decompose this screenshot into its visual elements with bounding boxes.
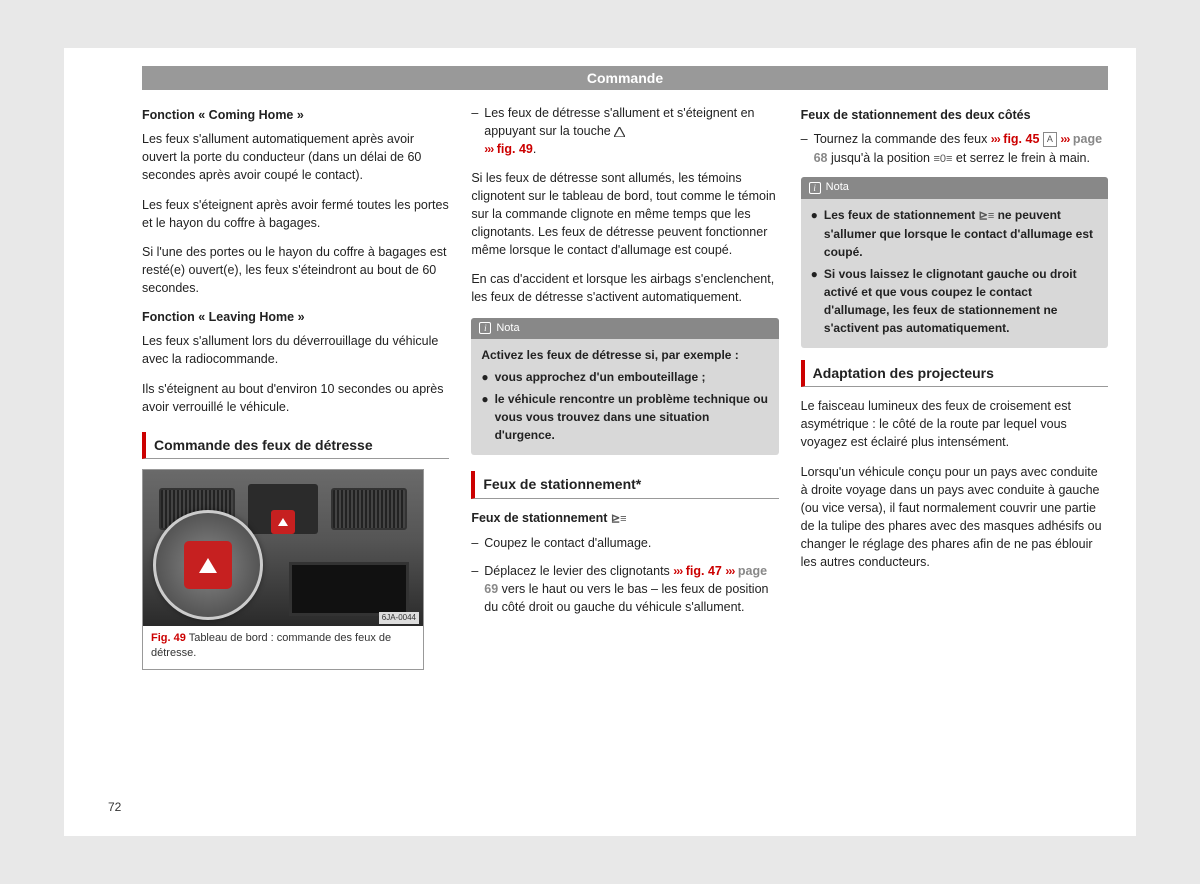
zoom-callout [153,510,263,620]
infotainment-screen [289,562,409,616]
dash-marker: – [471,104,478,159]
position-light-icon: ≡0≡ [933,153,952,165]
nota-text: Les feux de stationnement ⊵≡ ne peuvent … [824,206,1098,261]
chapter-header: Commande [142,66,1108,90]
list-item: – Déplacez le levier des clignotants ›››… [471,562,778,617]
nota-title: Nota [496,321,519,337]
list-item: – Coupez le contact d'allumage. [471,534,778,552]
nota-line: Activez les feux de détresse si, par exe… [481,346,768,364]
bullet-marker: ● [481,368,488,386]
nota-box: i Nota ● Les feux de stationnement ⊵≡ ne… [801,177,1108,347]
info-icon: i [809,182,821,194]
hazard-button-small [271,510,295,534]
list-item: – Tournez la commande des feux ››› fig. … [801,130,1108,167]
nota-bullet: ●Si vous laissez le clignotant gauche ou… [811,265,1098,337]
bullet-marker: ● [811,265,818,337]
figure-caption: Fig. 49 Tableau de bord : commande des f… [143,626,423,669]
nota-header: i Nota [801,177,1108,199]
heading-parking-lights: Feux de stationnement ⊵≡ [471,509,778,528]
cross-ref-arrows: ››› [725,564,734,578]
parking-light-icon: ⊵≡ [611,513,627,525]
list-text: Coupez le contact d'allumage. [484,534,651,552]
manual-page: Commande Fonction « Coming Home » Les fe… [64,48,1136,836]
nota-bullet: ●le véhicule rencontre un problème techn… [481,390,768,444]
hazard-button-zoomed [184,541,232,589]
list-text: Déplacez le levier des clignotants ››› f… [484,562,778,617]
nota-bullet: ● vous approchez d'un embouteillage ; [481,368,768,386]
nota-body: Activez les feux de détresse si, par exe… [471,339,778,455]
text-fragment: vers le haut ou vers le bas – les feux d… [484,582,768,614]
section-parking-lights: Feux de stationnement* [471,471,778,498]
section-headlight-adaptation: Adaptation des projecteurs [801,360,1108,387]
info-icon: i [479,322,491,334]
hazard-triangle-icon [278,518,288,526]
list-text: Les feux de détresse s'allument et s'éte… [484,104,778,159]
cross-ref-arrows: ››› [484,142,493,156]
figure-label: Fig. 49 [151,632,186,644]
nota-title: Nota [826,180,849,196]
figure-image: 6JA-0044 [143,470,423,626]
nota-bullet: ● Les feux de stationnement ⊵≡ ne peuven… [811,206,1098,261]
paragraph: Si l'une des portes ou le hayon du coffr… [142,243,449,297]
heading-text: Feux de stationnement [471,511,611,525]
heading-coming-home: Fonction « Coming Home » [142,106,449,124]
dash-marker: – [801,130,808,167]
figure-49: 6JA-0044 Fig. 49 Tableau de bord : comma… [142,469,424,670]
content-columns: Fonction « Coming Home » Les feux s'allu… [64,104,1136,670]
page-number: 72 [108,800,121,814]
parking-light-icon: ⊵≡ [979,210,995,222]
list-text: Tournez la commande des feux ››› fig. 45… [814,130,1108,167]
hazard-triangle-icon [614,127,625,137]
heading-both-sides: Feux de stationnement des deux côtés [801,106,1108,124]
bullet-marker: ● [481,390,488,444]
callout-letter: A [1043,132,1057,147]
cross-ref-arrows: ››› [673,564,682,578]
text-fragment: Déplacez le levier des clignotants [484,564,673,578]
hazard-triangle-icon [199,558,217,573]
column-3: Feux de stationnement des deux côtés – T… [801,104,1108,670]
text-fragment: Les feux de stationnement [824,208,979,222]
nota-header: i Nota [471,318,778,340]
column-1: Fonction « Coming Home » Les feux s'allu… [142,104,449,670]
nota-text: Si vous laissez le clignotant gauche ou … [824,265,1098,337]
heading-leaving-home: Fonction « Leaving Home » [142,308,449,326]
nota-text: le véhicule rencontre un problème techni… [495,390,769,444]
figure-ref: fig. 47 [686,564,722,578]
list-item: – Les feux de détresse s'allument et s'é… [471,104,778,159]
text-fragment: jusqu'à la position [828,151,934,165]
figure-ref: fig. 45 [1003,132,1039,146]
air-vent-right [331,488,407,530]
paragraph: Lorsqu'un véhicule conçu pour un pays av… [801,463,1108,572]
paragraph: Ils s'éteignent au bout d'environ 10 sec… [142,380,449,416]
nota-box: i Nota Activez les feux de détresse si, … [471,318,778,456]
image-code: 6JA-0044 [379,612,419,624]
figure-caption-text: Tableau de bord : commande des feux de d… [151,632,391,659]
dash-marker: – [471,534,478,552]
dash-marker: – [471,562,478,617]
figure-ref: fig. 49 [497,142,533,156]
paragraph: Si les feux de détresse sont allumés, le… [471,169,778,260]
nota-text: vous approchez d'un embouteillage ; [495,368,706,386]
text-fragment: et serrez le frein à main. [952,151,1090,165]
paragraph: Les feux s'allument automatiquement aprè… [142,130,449,184]
nota-body: ● Les feux de stationnement ⊵≡ ne peuven… [801,199,1108,348]
paragraph: Les feux s'allument lors du déverrouilla… [142,332,449,368]
paragraph: Le faisceau lumineux des feux de croisem… [801,397,1108,451]
bullet-marker: ● [811,206,818,261]
column-2: – Les feux de détresse s'allument et s'é… [471,104,778,670]
cross-ref-arrows: ››› [1060,132,1069,146]
section-hazard-control: Commande des feux de détresse [142,432,449,459]
cross-ref-arrows: ››› [991,132,1000,146]
paragraph: Les feux s'éteignent après avoir fermé t… [142,196,449,232]
text-fragment: Tournez la commande des feux [814,132,991,146]
paragraph: En cas d'accident et lorsque les airbags… [471,270,778,306]
